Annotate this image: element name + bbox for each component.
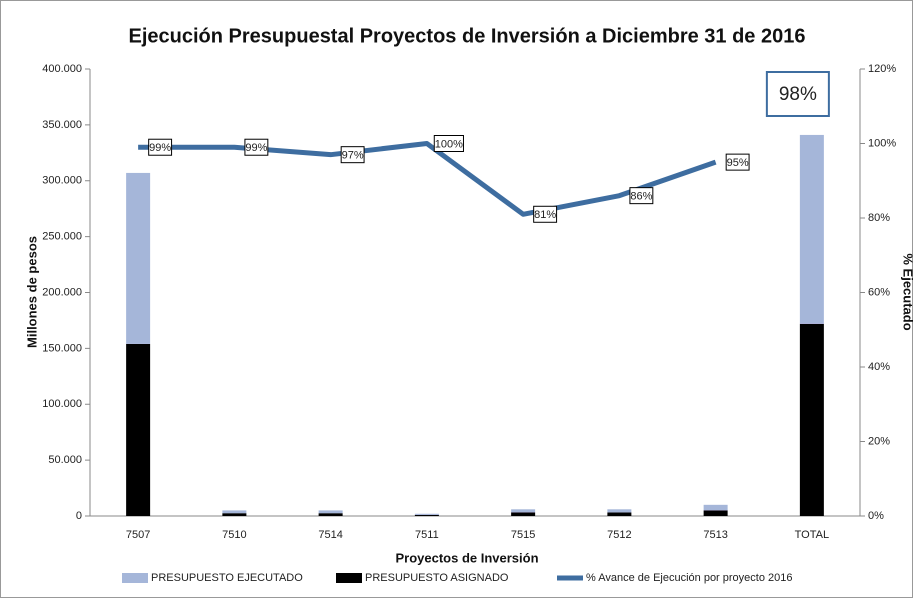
y2-tick-label: 60% bbox=[868, 286, 890, 298]
bar-segment bbox=[126, 172, 151, 344]
chart-title: Ejecución Presupuestal Proyectos de Inve… bbox=[129, 25, 806, 47]
y-tick-label: 250.000 bbox=[42, 231, 82, 243]
bar-segment bbox=[511, 512, 536, 516]
y2-tick-label: 20% bbox=[868, 435, 890, 447]
y2-tick-label: 40% bbox=[868, 361, 890, 373]
legend-swatch bbox=[336, 573, 362, 583]
bar-segment bbox=[607, 512, 632, 516]
data-label-box bbox=[148, 138, 173, 156]
data-label-box bbox=[340, 146, 365, 164]
data-label-box bbox=[629, 187, 654, 205]
data-label: 95% bbox=[727, 157, 749, 169]
legend-swatch bbox=[122, 573, 148, 583]
y2-tick-label: 0% bbox=[868, 510, 884, 522]
x-tick-label: 7513 bbox=[703, 529, 727, 541]
legend-label: % Avance de Ejecución por proyecto 2016 bbox=[586, 572, 793, 584]
bar-segment bbox=[126, 343, 151, 516]
y2-axis-title: % Ejecutado bbox=[901, 253, 914, 330]
data-label: 99% bbox=[245, 142, 267, 154]
bar-segment bbox=[318, 513, 343, 516]
data-label-box bbox=[533, 205, 558, 223]
legend-label: PRESUPUESTO EJECUTADO bbox=[151, 572, 303, 584]
bar-segment bbox=[607, 509, 632, 513]
data-label-box bbox=[433, 135, 464, 152]
bar-segment bbox=[318, 510, 343, 514]
bar-segment bbox=[703, 504, 728, 511]
line-series bbox=[138, 141, 717, 217]
data-label-box bbox=[244, 138, 269, 156]
x-tick-label: TOTAL bbox=[795, 529, 829, 541]
y-tick-label: 350.000 bbox=[42, 119, 82, 131]
y-tick-label: 50.000 bbox=[48, 454, 82, 466]
y2-tick-label: 80% bbox=[868, 212, 890, 224]
y-tick-label: 300.000 bbox=[42, 175, 82, 187]
x-tick-label: 7511 bbox=[415, 529, 439, 541]
bar-segment bbox=[799, 323, 824, 516]
x-axis-title: Proyectos de Inversión bbox=[395, 550, 538, 565]
bar-segment bbox=[414, 514, 439, 516]
x-tick-label: 7510 bbox=[222, 529, 246, 541]
x-tick-label: 7512 bbox=[607, 529, 631, 541]
y-tick-label: 200.000 bbox=[42, 286, 82, 298]
data-label-box bbox=[725, 153, 750, 171]
y-tick-label: 400.000 bbox=[42, 63, 82, 75]
y-tick-label: 150.000 bbox=[42, 342, 82, 354]
bar-segment bbox=[414, 513, 439, 515]
x-tick-label: 7514 bbox=[318, 529, 342, 541]
x-tick-label: 7515 bbox=[511, 529, 535, 541]
annotation-box bbox=[765, 71, 830, 117]
bar-segment bbox=[799, 134, 824, 324]
bar-segment bbox=[222, 510, 247, 514]
legend-label: PRESUPUESTO ASIGNADO bbox=[365, 572, 509, 584]
data-label: 81% bbox=[534, 209, 556, 221]
bar-segment bbox=[511, 509, 536, 513]
y-tick-label: 0 bbox=[76, 510, 82, 522]
bar-segment bbox=[703, 510, 728, 516]
x-tick-label: 7507 bbox=[126, 529, 150, 541]
data-label: 100% bbox=[435, 138, 463, 150]
bar-segment bbox=[222, 513, 247, 516]
y-tick-label: 100.000 bbox=[42, 398, 82, 410]
data-label: 97% bbox=[342, 150, 364, 162]
annotation: 98% bbox=[779, 84, 817, 105]
y-axis-title: Millones de pesos bbox=[24, 236, 39, 348]
data-label: 99% bbox=[149, 142, 171, 154]
data-label: 86% bbox=[630, 191, 652, 203]
y2-tick-label: 100% bbox=[868, 137, 896, 149]
y2-tick-label: 120% bbox=[868, 63, 896, 75]
